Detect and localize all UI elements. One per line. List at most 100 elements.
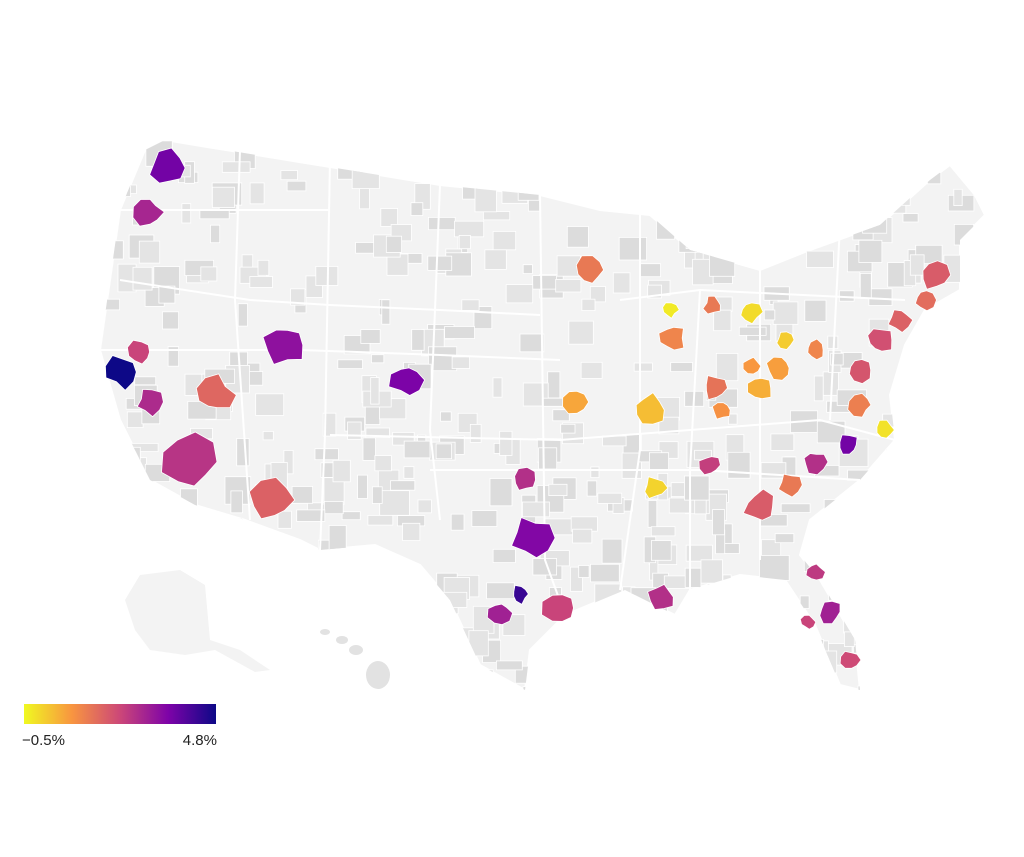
county [873, 608, 891, 625]
metro-area [766, 356, 790, 381]
county [843, 618, 873, 634]
county [236, 438, 250, 467]
county [132, 266, 153, 291]
county [804, 299, 827, 322]
legend-max-label: 4.8% [183, 732, 217, 749]
county [934, 664, 945, 675]
county [925, 453, 948, 467]
county [727, 451, 751, 479]
county [100, 646, 115, 660]
county [199, 209, 230, 220]
county [580, 361, 603, 379]
county [909, 254, 925, 276]
county [261, 600, 279, 630]
metro-area [388, 367, 426, 396]
county [410, 202, 424, 216]
county [532, 275, 557, 290]
metro-area [887, 309, 914, 333]
county [806, 250, 834, 268]
county [356, 617, 374, 639]
county [101, 478, 115, 503]
county [435, 443, 453, 460]
county [927, 172, 942, 185]
metro-area [705, 375, 728, 401]
county [182, 685, 209, 690]
county [774, 533, 795, 544]
county [145, 519, 164, 545]
county [751, 151, 768, 172]
county [736, 140, 754, 165]
metro-area [711, 402, 731, 420]
county [856, 603, 879, 615]
metro-area [195, 373, 237, 409]
county [715, 235, 727, 258]
county [741, 622, 752, 637]
county [902, 213, 919, 223]
county [969, 380, 985, 409]
state-border [233, 149, 251, 521]
county [370, 377, 380, 405]
county [360, 329, 381, 344]
county [859, 272, 872, 299]
metro-area [742, 488, 774, 521]
county [860, 193, 881, 211]
county [858, 239, 883, 263]
county [347, 421, 362, 440]
county [687, 678, 701, 688]
county [776, 157, 788, 171]
state-border [619, 215, 641, 591]
county [783, 192, 813, 214]
county [802, 196, 832, 222]
county [581, 298, 596, 312]
county [341, 511, 361, 521]
county [738, 326, 767, 336]
county [237, 303, 248, 327]
county [650, 526, 676, 537]
county [367, 515, 394, 526]
metro-area [819, 600, 841, 625]
county [709, 633, 722, 647]
county [482, 211, 511, 221]
county [976, 261, 985, 284]
county [780, 503, 811, 513]
county [120, 457, 147, 479]
county [776, 180, 799, 196]
legend-min-label: −0.5% [22, 732, 65, 749]
county [597, 492, 623, 504]
county [560, 423, 576, 434]
county [841, 566, 872, 589]
county [953, 396, 985, 421]
county [963, 323, 977, 343]
county [953, 188, 963, 207]
metro-area [805, 563, 826, 581]
county [839, 186, 855, 208]
county [898, 486, 925, 509]
county [427, 255, 453, 271]
metro-area [644, 476, 669, 499]
metro-area [698, 456, 721, 476]
county [830, 352, 844, 366]
county [568, 320, 594, 345]
metro-area [803, 453, 829, 476]
county [658, 416, 680, 435]
metro-area [104, 355, 137, 391]
county [816, 420, 846, 444]
metro-area [161, 431, 218, 487]
county [953, 223, 974, 246]
county [649, 452, 670, 471]
metro-area [799, 614, 817, 630]
county [403, 440, 431, 459]
county [810, 683, 833, 690]
county [540, 144, 567, 156]
county [964, 401, 980, 422]
county [286, 180, 307, 192]
metro-area [747, 377, 772, 400]
county [440, 411, 452, 422]
county [521, 159, 544, 177]
county [943, 602, 968, 625]
county [492, 230, 517, 251]
county [713, 601, 738, 612]
county [548, 483, 568, 496]
county [249, 276, 273, 288]
county [566, 226, 589, 248]
